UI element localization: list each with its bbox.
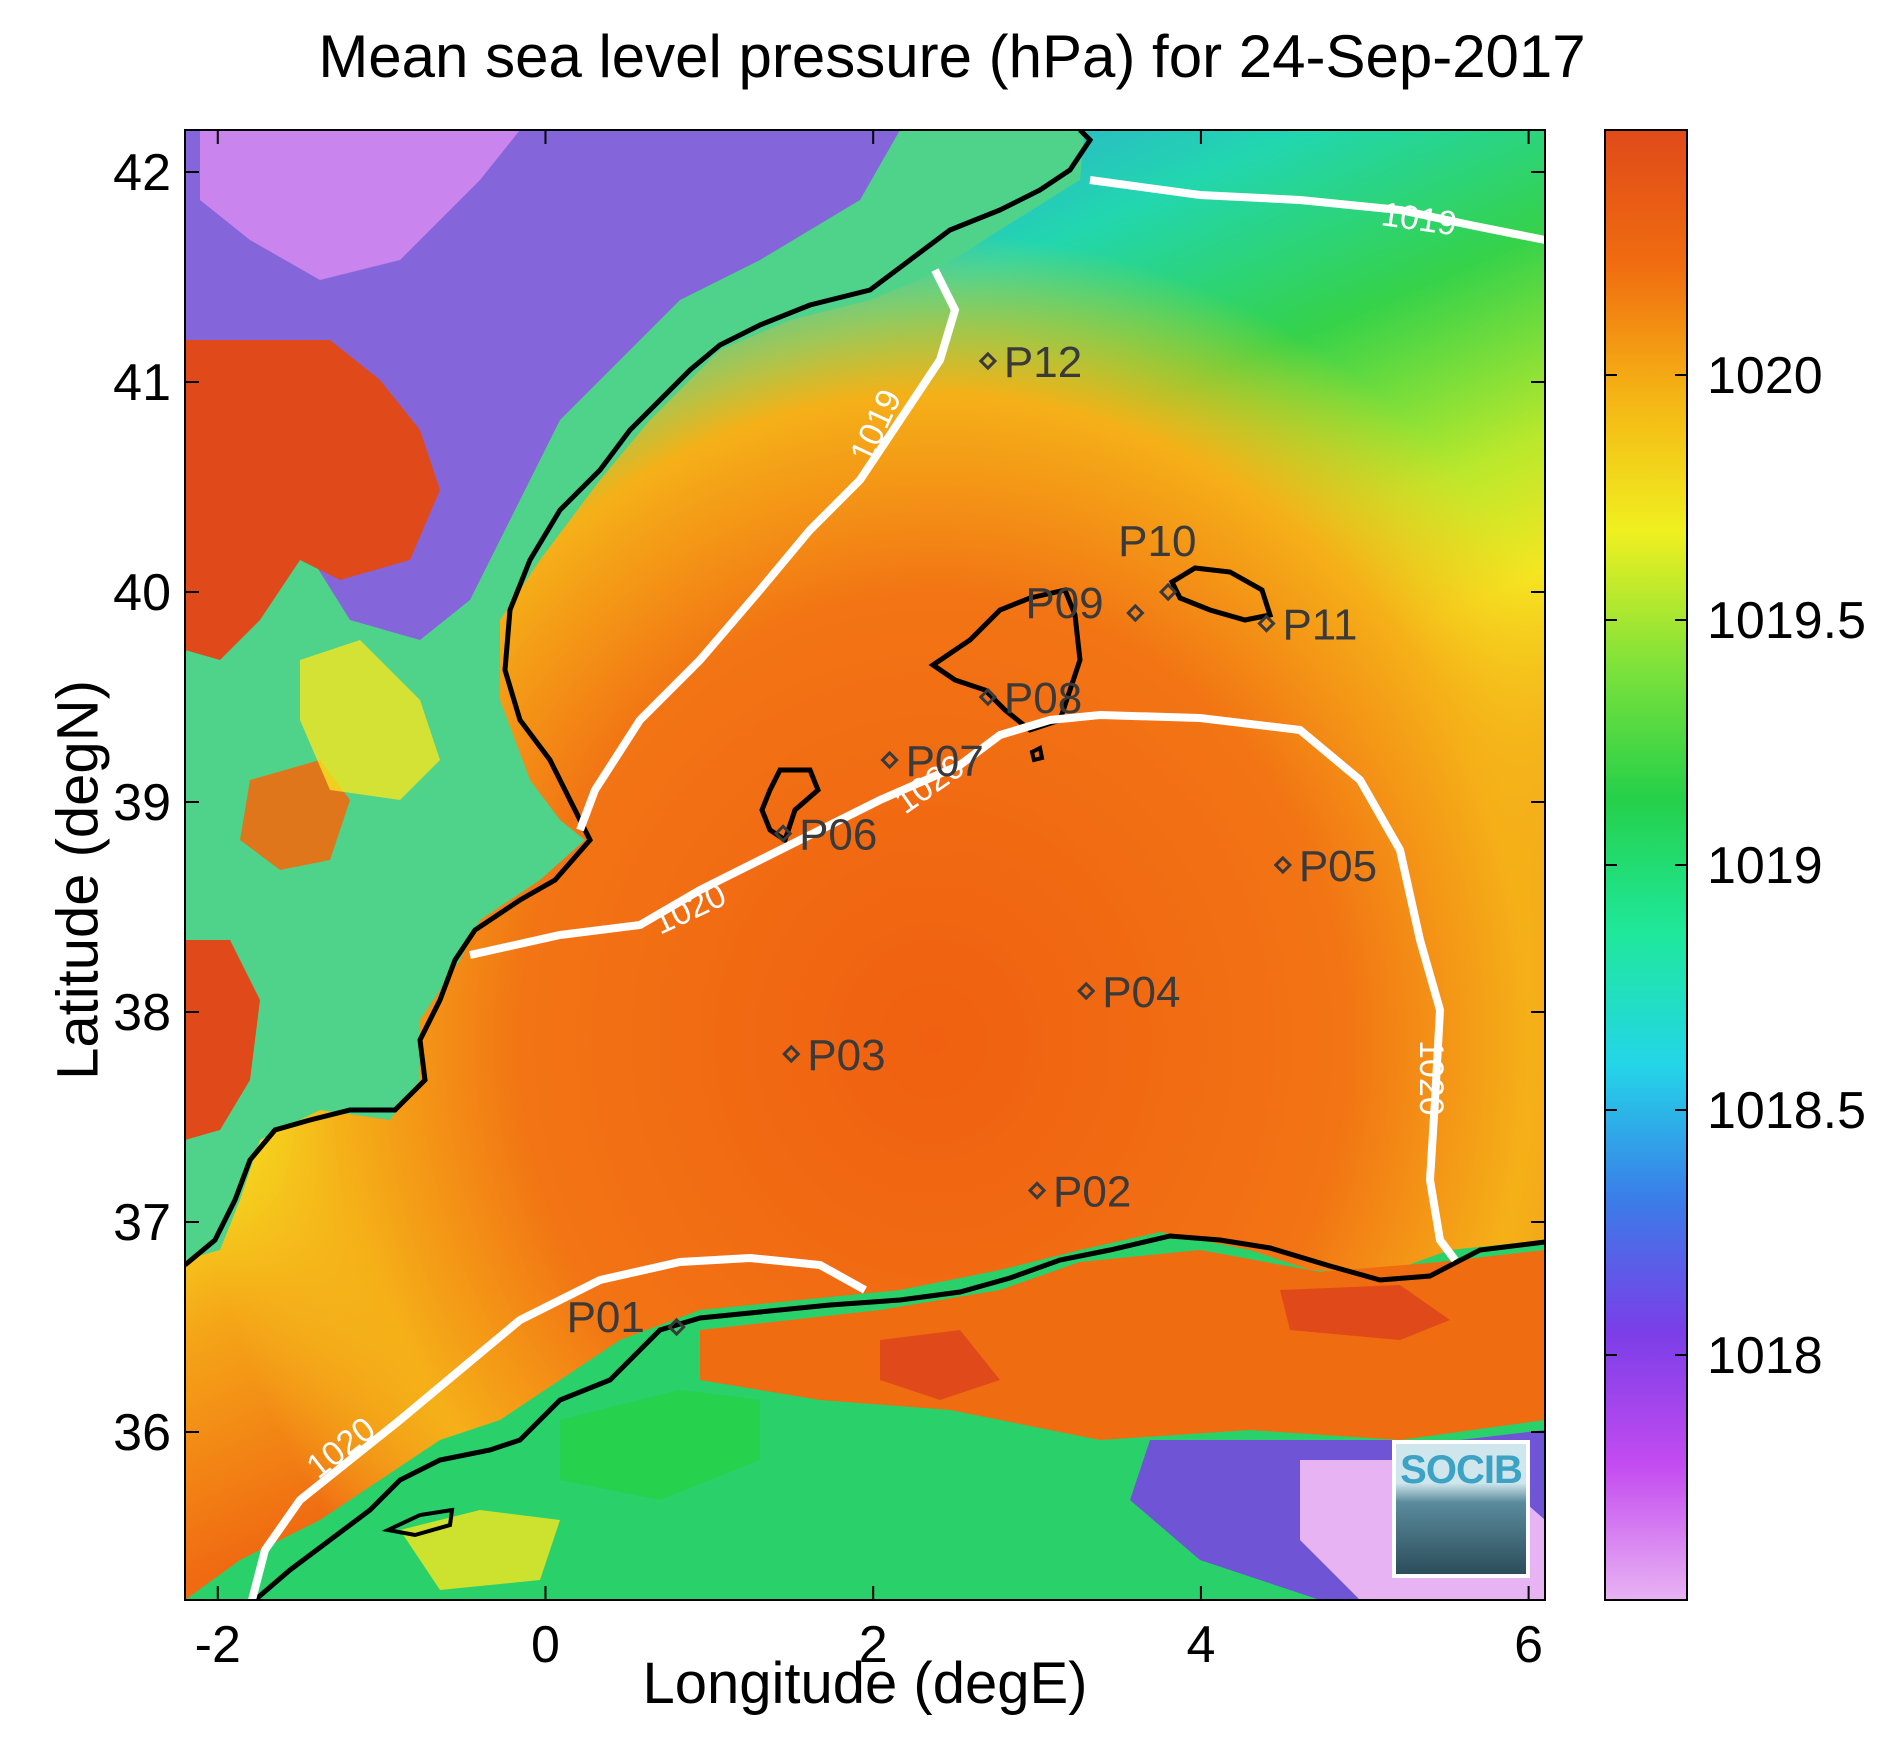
- y-tick-label: 41: [113, 354, 171, 412]
- x-axis-label: Longitude (degE): [642, 1651, 1088, 1716]
- socib-logo: SOCIB: [1392, 1440, 1530, 1578]
- x-tick-label: 4: [1186, 1616, 1215, 1674]
- x-axis: -2 0 2 4 6: [195, 130, 1543, 1674]
- station-label: P08: [1004, 674, 1082, 723]
- station-label: P06: [799, 811, 877, 860]
- y-tick-label: 36: [113, 1404, 171, 1462]
- colorbar-tick-label: 1018: [1707, 1327, 1823, 1385]
- station-marker: [1273, 855, 1293, 875]
- station-label: P12: [1004, 338, 1082, 387]
- x-tick-label: 6: [1514, 1616, 1543, 1674]
- station-marker: [1158, 582, 1178, 602]
- logo-text: SOCIB: [1400, 1448, 1523, 1492]
- station-marker: [1257, 614, 1276, 633]
- pressure-field: [185, 130, 1545, 1600]
- station-marker: [773, 824, 793, 843]
- island-mallorca: [928, 587, 1083, 733]
- x-tick-label: -2: [195, 1616, 241, 1674]
- station-label: P05: [1299, 842, 1377, 891]
- island-alboran: [381, 1507, 455, 1538]
- y-tick-label: 42: [113, 144, 171, 202]
- station-label: P09: [1025, 579, 1103, 628]
- station-marker: [1027, 1181, 1047, 1200]
- contour-1019-west: [576, 268, 960, 832]
- island-menorca: [1168, 565, 1274, 623]
- colorbar-axis: 1018 1018.5 1019 1019.5 1020: [1605, 347, 1866, 1385]
- station-label: P04: [1102, 968, 1180, 1017]
- station-marker: [782, 1044, 801, 1064]
- y-tick-label: 38: [113, 984, 171, 1042]
- station-marker: [978, 687, 998, 707]
- stations: P01 P02 P03 P04 P05 P06 P07 P08 P09 P10 P11 P12: [567, 338, 1378, 1342]
- station-marker: [1077, 981, 1096, 1001]
- colorbar-tick-label: 1018.5: [1707, 1082, 1866, 1140]
- coastline-africa: [253, 1233, 1545, 1600]
- contour-label: 1020: [1412, 1040, 1450, 1116]
- y-axis-label: Latitude (degN): [45, 680, 111, 1080]
- x-tick-label: 0: [531, 1616, 560, 1674]
- contour-1019-north: [1089, 176, 1545, 244]
- contour-1020-north: [469, 710, 1459, 1263]
- map-title: Mean sea level pressure (hPa) for 24-Sep…: [318, 23, 1586, 90]
- station-label: P02: [1053, 1168, 1131, 1217]
- x-tick-label: 2: [859, 1616, 888, 1674]
- station-label: P10: [1118, 517, 1196, 566]
- y-tick-label: 39: [113, 774, 171, 832]
- station-label: P01: [567, 1293, 645, 1342]
- station-marker: [667, 1317, 686, 1337]
- station-label: P11: [1282, 601, 1357, 650]
- colorbar-tick-label: 1019.5: [1707, 592, 1866, 650]
- contour-1020-south: [248, 1253, 867, 1600]
- coastline-iberia: [185, 130, 1094, 1267]
- colorbar-tick-label: 1020: [1707, 347, 1823, 405]
- y-axis: 36 37 38 39 40 41 42: [113, 144, 1545, 1462]
- island-ibiza: [759, 767, 821, 844]
- island-cabrera: [1029, 745, 1045, 763]
- station-marker: [880, 750, 899, 770]
- station-label: P03: [807, 1031, 885, 1080]
- station-marker: [978, 351, 998, 371]
- plot-frame: [184, 129, 1546, 1601]
- colorbar: [1604, 129, 1688, 1601]
- colorbar-tick-label: 1019: [1707, 837, 1823, 895]
- station-label: P07: [906, 737, 984, 786]
- y-tick-label: 37: [113, 1194, 171, 1252]
- station-marker: [1126, 603, 1145, 623]
- y-tick-label: 40: [113, 564, 171, 622]
